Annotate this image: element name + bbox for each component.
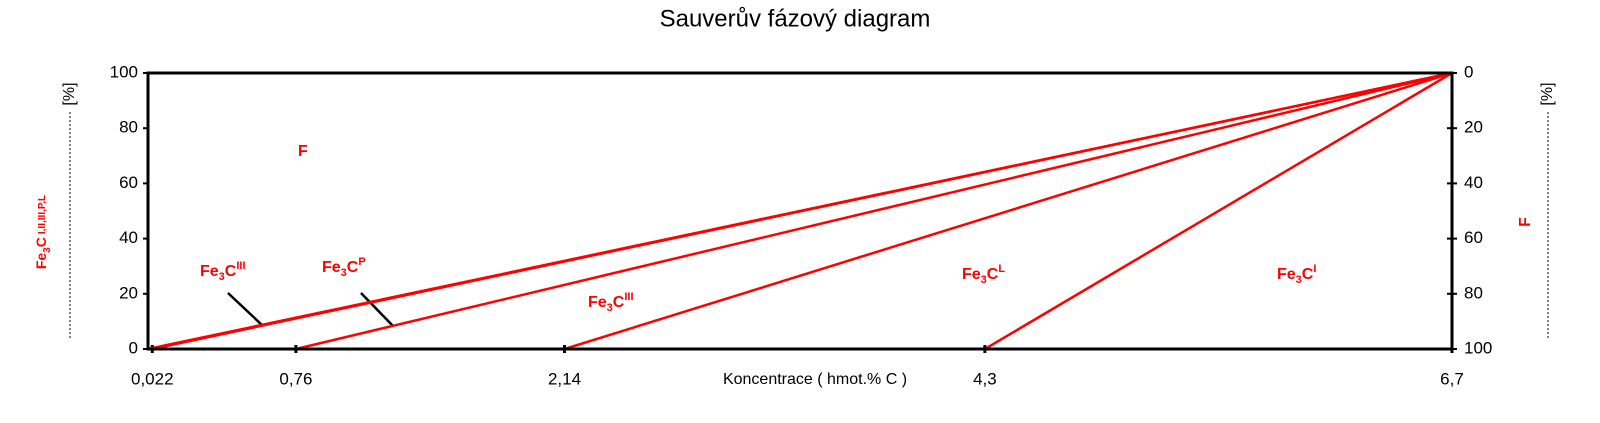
x-tick-label: 2,14 (548, 369, 581, 388)
annotation-part: C (613, 294, 625, 311)
label-part: C (33, 237, 49, 247)
annotation-part: 3 (219, 271, 225, 283)
x-tick-label: 4,3 (973, 369, 997, 388)
annotation-part: C (347, 259, 359, 276)
y2-tick-label: 80 (1464, 283, 1483, 302)
x-tick-label: 0,022 (131, 369, 174, 388)
y-tick-label: 0 (129, 338, 138, 357)
annotation-part: Fe (962, 266, 981, 283)
y-tick-label: 100 (110, 62, 138, 81)
y2-axis-unit: [%] (1539, 82, 1556, 105)
annotation-part: P (358, 256, 365, 268)
series-line (152, 71, 1453, 351)
annotation-part: 3 (981, 274, 987, 286)
y2-tick-label: 20 (1464, 118, 1483, 137)
annotation-part: 3 (1296, 274, 1302, 286)
annotation-part: 3 (341, 267, 347, 279)
series-line (564, 71, 1453, 351)
y-axis-unit: [%] (61, 82, 78, 105)
chart-title: Sauverův fázový diagram (660, 5, 931, 32)
annotation-part: F (298, 143, 308, 160)
annotation: Fe3CIII (200, 260, 246, 283)
y-tick-label: 40 (119, 228, 138, 247)
annotation-part: C (987, 266, 999, 283)
annotation: Fe3CIII (588, 291, 634, 314)
annotation-part: Fe (322, 259, 341, 276)
annotation-part: 3 (607, 302, 613, 314)
label-part: 3 (42, 247, 53, 253)
x-tick-label: 6,7 (1440, 369, 1464, 388)
annotation-part: Fe (200, 263, 219, 280)
y2-tick-label: 0 (1464, 62, 1473, 81)
annotation-part: I (1313, 263, 1316, 275)
y-axis-label: Fe3C I,II,III,P,L (33, 195, 53, 269)
series-line (984, 71, 1453, 351)
y2-tick-label: 100 (1464, 338, 1492, 357)
y-tick-label: 80 (119, 118, 138, 137)
label-part: Fe (33, 253, 49, 270)
y2-tick-label: 60 (1464, 228, 1483, 247)
annotation-part: III (236, 260, 245, 272)
y2-axis-label: F (1517, 217, 1534, 227)
pointer (360, 292, 394, 327)
annotation: Fe3CP (322, 256, 366, 279)
annotation: Fe3CL (962, 263, 1005, 286)
y-tick-label: 20 (119, 283, 138, 302)
x-tick-label: 0,76 (279, 369, 312, 388)
annotation: Fe3CI (1277, 263, 1316, 286)
annotation-part: Fe (1277, 266, 1296, 283)
annotation-part: Fe (588, 294, 607, 311)
series-line (295, 71, 1453, 351)
annotation: F (298, 143, 308, 160)
x-axis-label: Koncentrace ( hmot.% C ) (723, 371, 907, 388)
annotation-part: III (624, 291, 633, 303)
y-tick-label: 60 (119, 173, 138, 192)
y2-tick-label: 40 (1464, 173, 1483, 192)
annotation-part: C (1302, 266, 1314, 283)
pointer (227, 292, 264, 327)
label-part: I,II,III,P,L (37, 195, 48, 234)
annotation-part: C (225, 263, 237, 280)
plot-frame (146, 71, 1454, 351)
annotation-part: L (998, 263, 1005, 275)
